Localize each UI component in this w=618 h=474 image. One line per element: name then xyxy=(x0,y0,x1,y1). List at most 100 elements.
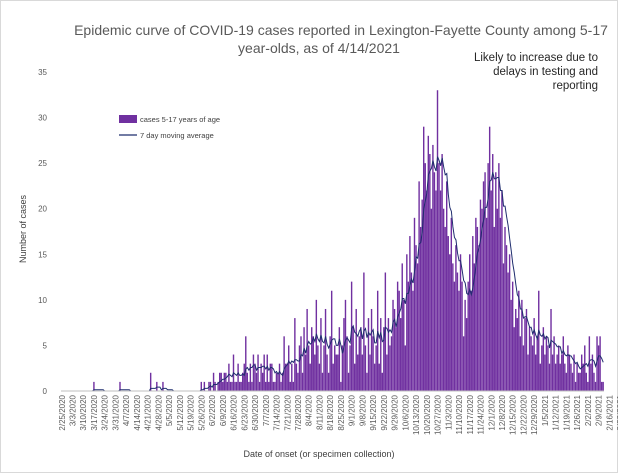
x-tick-group: 3/10/2020 xyxy=(79,394,88,430)
bar xyxy=(373,363,376,391)
x-tick-group: 8/18/2020 xyxy=(326,394,335,430)
bar xyxy=(427,135,430,391)
bar xyxy=(527,354,529,391)
x-tick-group: 2/23/2021 xyxy=(616,394,618,430)
annotation-line-1: Likely to increase due to xyxy=(474,52,598,64)
y-tick-label: 20 xyxy=(38,205,47,214)
x-tick-group: 1/5/2021 xyxy=(541,394,550,426)
bar-layer xyxy=(93,90,604,391)
x-tick-label: 5/5/2020 xyxy=(165,394,174,426)
bar xyxy=(439,190,442,391)
bar xyxy=(315,299,318,391)
x-tick-group: 10/20/2020 xyxy=(423,394,432,435)
bar xyxy=(407,281,410,391)
bar xyxy=(312,336,314,391)
bar xyxy=(284,363,287,391)
bar xyxy=(217,381,219,391)
bar xyxy=(593,372,595,391)
bar xyxy=(539,363,541,391)
bar xyxy=(476,226,479,391)
x-tick-label: 11/10/2020 xyxy=(455,394,464,434)
bar xyxy=(438,163,440,391)
x-tick-label: 8/11/2020 xyxy=(316,394,325,430)
bar xyxy=(343,318,345,391)
bar xyxy=(467,281,469,391)
bar xyxy=(320,318,322,391)
bar xyxy=(327,372,330,391)
bar xyxy=(511,281,514,391)
bar xyxy=(551,354,554,391)
bar xyxy=(441,154,443,391)
bar xyxy=(556,354,558,391)
bar xyxy=(203,381,206,391)
bar xyxy=(93,381,95,391)
bar xyxy=(326,354,328,391)
bar xyxy=(352,327,354,391)
bar xyxy=(404,345,407,391)
bar xyxy=(238,381,241,391)
x-tick-group: 2/25/2020 xyxy=(58,394,67,430)
bar xyxy=(280,381,282,391)
bar xyxy=(559,363,561,391)
x-tick-label: 3/3/2020 xyxy=(69,394,78,426)
bar xyxy=(594,381,597,391)
x-tick-group: 12/15/2020 xyxy=(509,394,518,435)
bar xyxy=(399,318,402,391)
x-tick-group: 11/3/2020 xyxy=(444,394,453,430)
bar xyxy=(571,372,574,391)
x-tick-label: 5/12/2020 xyxy=(176,394,185,430)
x-tick-group: 1/26/2021 xyxy=(573,394,582,430)
x-tick-label: 1/12/2021 xyxy=(552,394,561,430)
x-tick-label: 11/3/2020 xyxy=(444,394,453,430)
bar xyxy=(600,381,603,391)
bar xyxy=(335,354,337,391)
bar xyxy=(518,290,520,391)
x-tick-label: 7/28/2020 xyxy=(294,394,303,430)
bar xyxy=(366,372,368,391)
bar xyxy=(149,372,152,391)
bar xyxy=(248,381,250,391)
x-tick-label: 7/14/2020 xyxy=(273,394,282,430)
bar xyxy=(340,381,342,391)
x-tick-group: 1/12/2021 xyxy=(552,394,561,430)
bar xyxy=(565,372,568,391)
bar xyxy=(573,354,575,391)
bar xyxy=(258,381,261,391)
bar xyxy=(375,345,377,391)
bar xyxy=(519,336,522,391)
bar xyxy=(272,381,275,391)
bar xyxy=(574,381,577,391)
bar xyxy=(360,327,362,391)
bar xyxy=(306,308,308,391)
bar xyxy=(534,354,537,391)
bar xyxy=(587,381,589,391)
bar xyxy=(156,381,158,391)
x-tick-group: 12/22/2020 xyxy=(520,394,529,435)
bar xyxy=(275,372,278,391)
bar xyxy=(513,327,515,391)
y-tick-label: 30 xyxy=(38,114,47,123)
bar xyxy=(346,336,348,391)
bar xyxy=(557,345,560,391)
y-axis-label: Number of cases xyxy=(18,194,28,263)
x-tick-group: 7/7/2020 xyxy=(262,394,271,426)
x-tick-label: 6/2/2020 xyxy=(208,394,217,426)
x-tick-group: 11/17/2020 xyxy=(466,394,475,434)
bar xyxy=(266,354,268,391)
bar xyxy=(380,318,382,391)
bar xyxy=(208,381,210,391)
x-tick-group: 9/8/2020 xyxy=(358,394,367,426)
bar xyxy=(450,217,453,391)
bar xyxy=(347,372,350,391)
x-tick-label: 1/5/2021 xyxy=(541,394,550,426)
bar xyxy=(292,381,295,391)
bar xyxy=(567,345,569,391)
bar xyxy=(231,381,233,391)
x-tick-group: 8/25/2020 xyxy=(337,394,346,430)
x-tick-group: 10/13/2020 xyxy=(412,394,421,435)
bar xyxy=(515,308,517,391)
bar xyxy=(283,336,285,391)
bar xyxy=(274,381,276,391)
bar xyxy=(321,372,324,391)
x-tick-group: 3/31/2020 xyxy=(112,394,121,430)
